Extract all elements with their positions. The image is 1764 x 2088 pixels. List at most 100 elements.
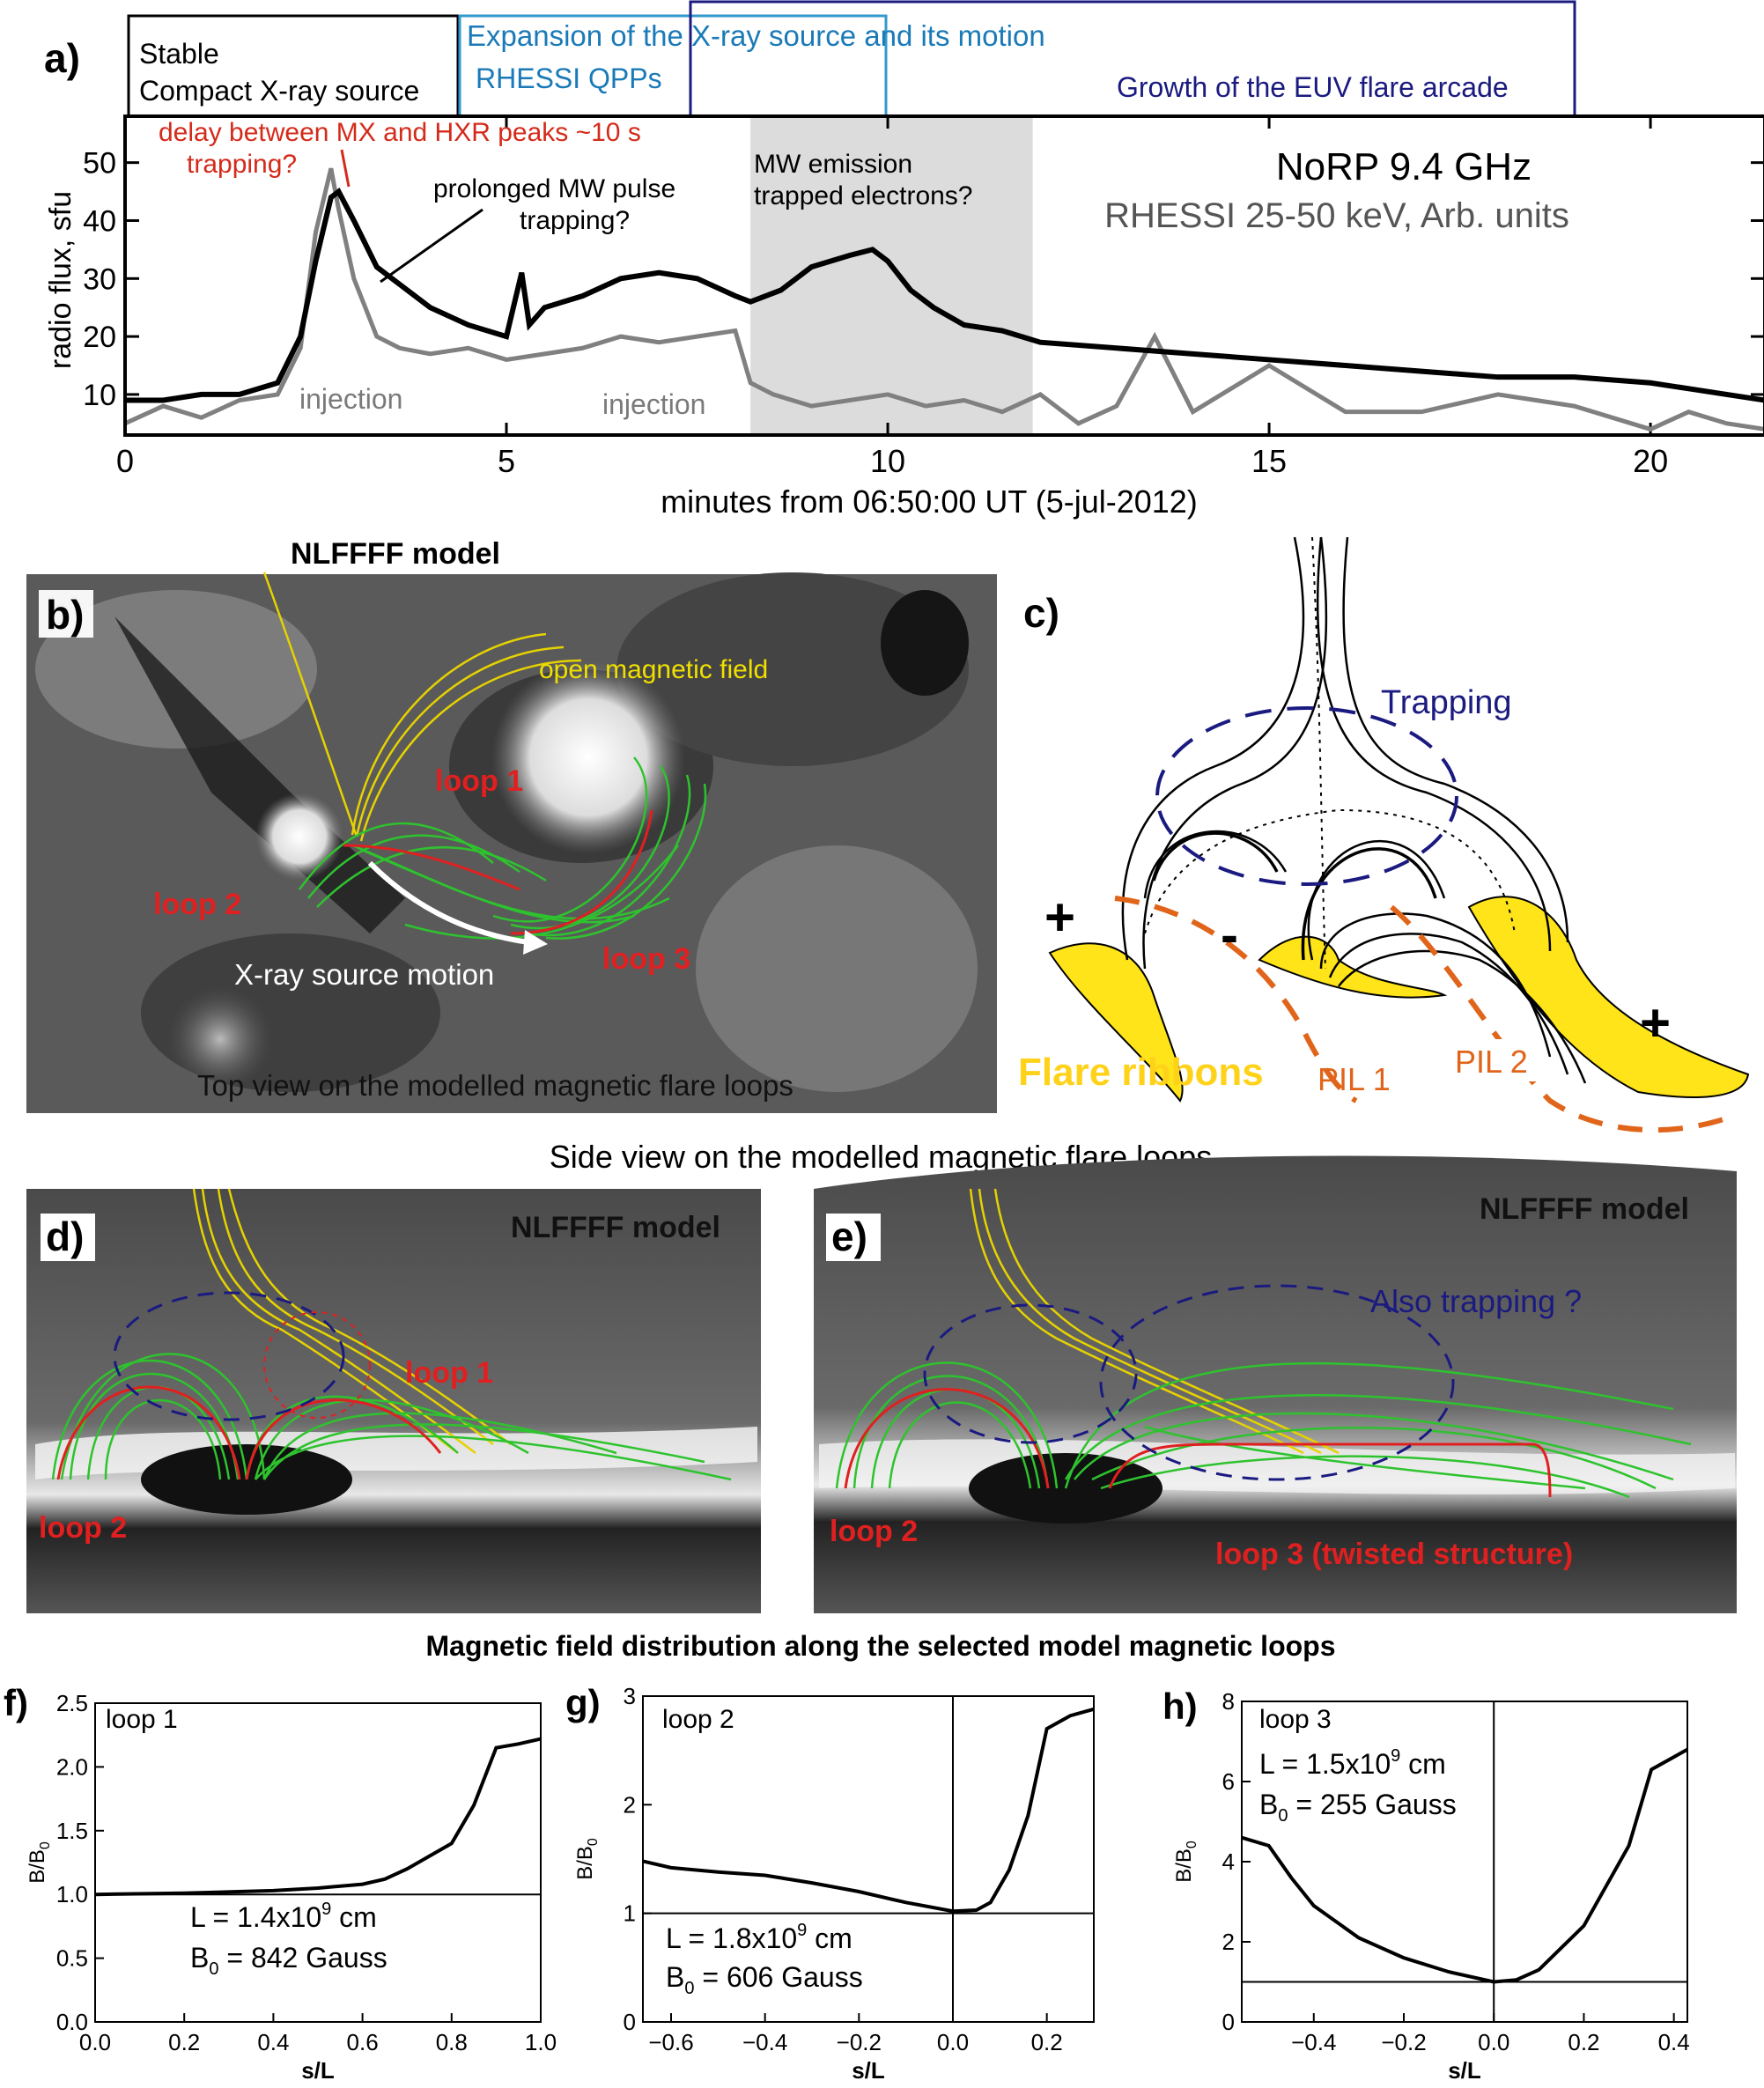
panel-a-xlabel: minutes from 06:50:00 UT (5-jul-2012) xyxy=(661,483,1198,520)
panel-e-label: e) xyxy=(831,1214,867,1259)
y-tick-label: 20 xyxy=(83,321,116,354)
panel-b-model-title: NLFFFF model xyxy=(291,537,500,571)
panel-h-B0: B0 = 255 Gauss xyxy=(1259,1789,1457,1826)
x-tick-label: 10 xyxy=(870,443,905,479)
panel-f-B0: B0 = 842 Gauss xyxy=(190,1942,387,1979)
annot-delay: delay between MX and HXR peaks ~10 s xyxy=(159,118,641,147)
pil2-label: PIL 2 xyxy=(1455,1044,1528,1080)
ribbons-label: Flare ribbons xyxy=(1018,1051,1264,1094)
annot-trapped-electrons: trapped electrons? xyxy=(754,181,973,210)
pil1-label: PIL 1 xyxy=(1317,1061,1391,1097)
panel-b-loop2: loop 2 xyxy=(153,888,241,921)
panel-h-label: h) xyxy=(1162,1686,1198,1727)
panel-f-L: L = 1.4x109 cm xyxy=(190,1900,377,1933)
panel-f-L-unit: cm xyxy=(331,1901,377,1933)
panel-g-L-exp: 9 xyxy=(797,1921,807,1940)
annot-prolonged-trapping: trapping? xyxy=(520,206,630,235)
y-tick-label: 0.5 xyxy=(56,1945,88,1972)
profile-series xyxy=(94,1737,542,1897)
x-tick-label: 0.2 xyxy=(168,2029,200,2055)
panel-g-B0-value: = 606 Gauss xyxy=(694,1961,862,1993)
panel-f-loop: loop 1 xyxy=(106,1705,178,1734)
x-tick-label: 0.2 xyxy=(1031,2029,1063,2055)
panel-f-B0-text: B xyxy=(190,1942,209,1974)
y-tick-label: 3 xyxy=(624,1683,636,1709)
panel-g-B0: B0 = 606 Gauss xyxy=(666,1961,863,1998)
panel-d: d) NLFFFF model loop 1 loop 2 xyxy=(26,1188,761,1613)
x-tick-label: −0.4 xyxy=(1291,2029,1336,2055)
y-tick-label: 2.5 xyxy=(56,1690,88,1716)
y-axis-label: B/B0 xyxy=(1172,1841,1199,1883)
header-qpp: RHESSI QPPs xyxy=(476,63,662,94)
panel-e-trapping: Also trapping ? xyxy=(1370,1283,1582,1319)
plus-sign-1: + xyxy=(1044,888,1075,947)
panel-g-chart: g) loop 2 L = 1.8x109 cm B0 = 606 Gauss … xyxy=(565,1682,1095,2084)
panel-e-model: NLFFFF model xyxy=(1480,1192,1689,1226)
y-tick-label: 0.0 xyxy=(56,2009,88,2035)
x-tick-label: 0.4 xyxy=(257,2029,289,2055)
profile-series xyxy=(642,1707,1095,1914)
x-tick-label: −0.4 xyxy=(742,2029,787,2055)
open-field-label: open magnetic field xyxy=(539,655,768,684)
x-tick-label: 0.4 xyxy=(1658,2029,1690,2055)
y-tick-label: 2 xyxy=(624,1791,636,1818)
motion-label: X-ray source motion xyxy=(234,958,494,991)
x-tick-label: 0.0 xyxy=(1478,2029,1509,2055)
panel-e: e) NLFFFF model Also trapping ? loop 2 xyxy=(814,1155,1737,1613)
panel-b-caption: Top view on the modelled magnetic flare … xyxy=(197,1069,793,1102)
panel-f-label: f) xyxy=(4,1682,28,1723)
panel-a-chart: 0 5 10 15 20 10 20 30 40 50 radio flux, sfu minut… xyxy=(44,114,1764,520)
panel-h-B0-value: = 255 Gauss xyxy=(1288,1789,1456,1820)
x-tick-label: 0.0 xyxy=(79,2029,111,2055)
panel-g-L: L = 1.8x109 cm xyxy=(666,1921,852,1954)
panel-g-L-text: L = 1.8x10 xyxy=(666,1922,797,1954)
header-expansion: Expansion of the X-ray source and its mo… xyxy=(467,19,1045,52)
x-axis-label: s/L xyxy=(852,2057,885,2084)
panel-d-model: NLFFFF model xyxy=(511,1211,720,1244)
norp-series xyxy=(125,188,1764,403)
panel-a-ylabel: radio flux, sfu xyxy=(44,191,77,369)
y-tick-label: 8 xyxy=(1222,1688,1235,1715)
rhessi-series xyxy=(123,167,1764,432)
panel-b-label-overlay: b) xyxy=(46,592,84,638)
panel-c-label: c) xyxy=(1023,590,1059,636)
x-tick-label: 20 xyxy=(1633,443,1668,479)
y-tick-label: 0 xyxy=(624,2009,636,2035)
panel-b-loop3: loop 3 xyxy=(602,942,690,976)
y-tick-label: 1 xyxy=(624,1900,636,1927)
panel-a-label: a) xyxy=(44,35,80,81)
x-tick-label: 0.0 xyxy=(937,2029,969,2055)
x-tick-label: −0.6 xyxy=(648,2029,693,2055)
panel-f-B0-sub: 0 xyxy=(209,1959,218,1979)
x-tick-label: 0.2 xyxy=(1568,2029,1599,2055)
panel-h-B0-text: B xyxy=(1259,1789,1278,1820)
panel-f-B0-value: = 842 Gauss xyxy=(218,1942,387,1974)
panel-h-chart: h) loop 3 L = 1.5x109 cm B0 = 255 Gauss … xyxy=(1162,1686,1690,2084)
y-axis-label: B/B0 xyxy=(573,1838,601,1880)
panel-h-L: L = 1.5x109 cm xyxy=(1259,1746,1446,1780)
panel-b: NLFFFF model b) b) xyxy=(26,537,997,1113)
x-tick-label: 0.8 xyxy=(436,2029,468,2055)
trapping-label: Trapping xyxy=(1381,684,1512,721)
minus-sign: - xyxy=(1221,905,1238,964)
panel-e-loop2: loop 2 xyxy=(830,1515,918,1548)
plot-frame xyxy=(642,1695,1095,2023)
y-tick-label: 10 xyxy=(83,379,116,412)
panel-d-loop1: loop 1 xyxy=(405,1356,493,1390)
y-tick-label: 2 xyxy=(1222,1929,1235,1955)
annot-trapping: trapping? xyxy=(187,150,297,179)
plot-frame xyxy=(94,1702,542,2023)
panel-f-L-exp: 9 xyxy=(321,1900,331,1919)
y-tick-label: 40 xyxy=(83,204,116,238)
panel-g-L-unit: cm xyxy=(807,1922,852,1954)
header-stable: Stable xyxy=(139,38,219,70)
annot-mw-emission: MW emission xyxy=(754,150,912,179)
panel-g-loop: loop 2 xyxy=(662,1705,734,1734)
panel-f-L-text: L = 1.4x10 xyxy=(190,1901,321,1933)
panel-a-header: a) Stable Compact X-ray source Expansion… xyxy=(44,0,1576,118)
panel-g-label: g) xyxy=(565,1682,601,1723)
panel-g-B0-sub: 0 xyxy=(684,1979,694,1998)
y-tick-label: 1.0 xyxy=(56,1881,88,1907)
panel-c: c) Trapping + - + xyxy=(1015,536,1750,1133)
x-axis-label: s/L xyxy=(301,2057,335,2084)
